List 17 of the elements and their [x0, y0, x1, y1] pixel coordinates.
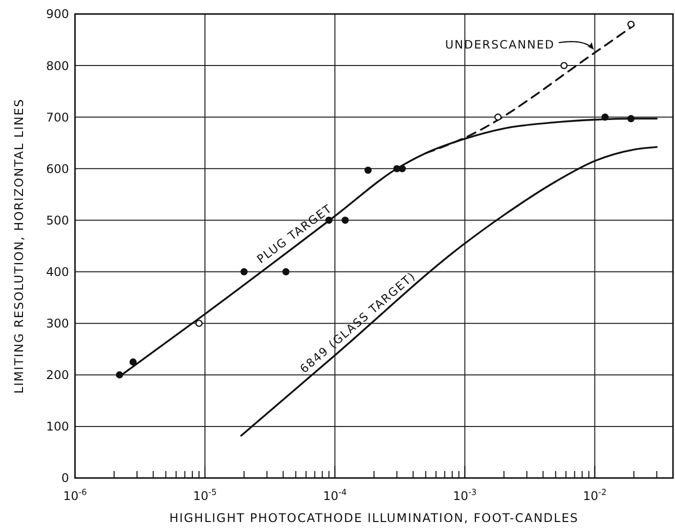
x-tick-label: 10$^{-3}$ [453, 487, 477, 503]
y-tick-label: 0 [61, 471, 69, 486]
x-axis-title: HIGHLIGHT PHOTOCATHODE ILLUMINATION, FOOT-CANDLES [169, 511, 579, 525]
x-tick-label: 10$^{-2}$ [582, 487, 607, 503]
y-tick-label: 200 [46, 368, 69, 382]
x-tick-label: 10$^{-4}$ [323, 487, 347, 503]
x-tick-label: 10$^{-5}$ [193, 487, 217, 503]
x-tick-label: 10$^{-6}$ [63, 487, 87, 503]
y-tick-label: 800 [46, 58, 69, 73]
y-axis-title: LIMITING RESOLUTION, HORIZONTAL LINES [12, 98, 26, 394]
y-tick-label: 700 [46, 110, 69, 124]
y-tick-label: 900 [46, 7, 69, 22]
y-tick-label: 300 [46, 316, 69, 331]
y-tick-label: 600 [46, 162, 69, 176]
y-tick-label: 100 [46, 420, 69, 434]
y-tick-label: 400 [46, 264, 69, 279]
y-tick-label: 500 [46, 213, 69, 228]
